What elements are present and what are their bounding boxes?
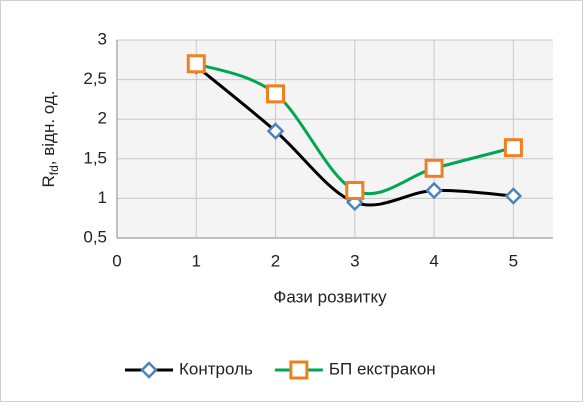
marker [140,361,158,379]
marker [425,181,443,200]
marker [504,187,523,205]
x-tick-label: 3 [350,251,359,270]
y-tick-label: 1,5 [83,148,107,167]
y-axis-label: Rfd, відн. од. [39,90,61,187]
y-label-rest: , відн. од. [39,90,58,165]
x-tick-label: 2 [271,251,280,270]
y-tick-label: 2,5 [83,69,107,88]
marker [424,158,444,178]
y-tick-label: 2 [98,109,107,128]
marker [266,122,285,140]
marker [345,180,365,200]
legend-label: БП екстракон [329,359,436,378]
plot-area [117,40,553,238]
marker [266,84,286,104]
marker [289,360,309,380]
y-tick-label: 1 [98,188,107,207]
marker [503,138,523,158]
x-tick-label: 4 [429,251,438,270]
y-label-sub: fd [47,165,61,175]
y-label-main: R [39,175,58,187]
x-tick-label: 0 [112,251,121,270]
marker [186,54,206,74]
x-tick-label: 5 [509,251,518,270]
x-axis-label: Фази розвитку [273,287,387,306]
legend-label: Контроль [179,359,253,378]
y-tick-label: 3 [98,29,107,48]
x-tick-label: 1 [192,251,201,270]
y-tick-label: 0,5 [83,227,107,246]
